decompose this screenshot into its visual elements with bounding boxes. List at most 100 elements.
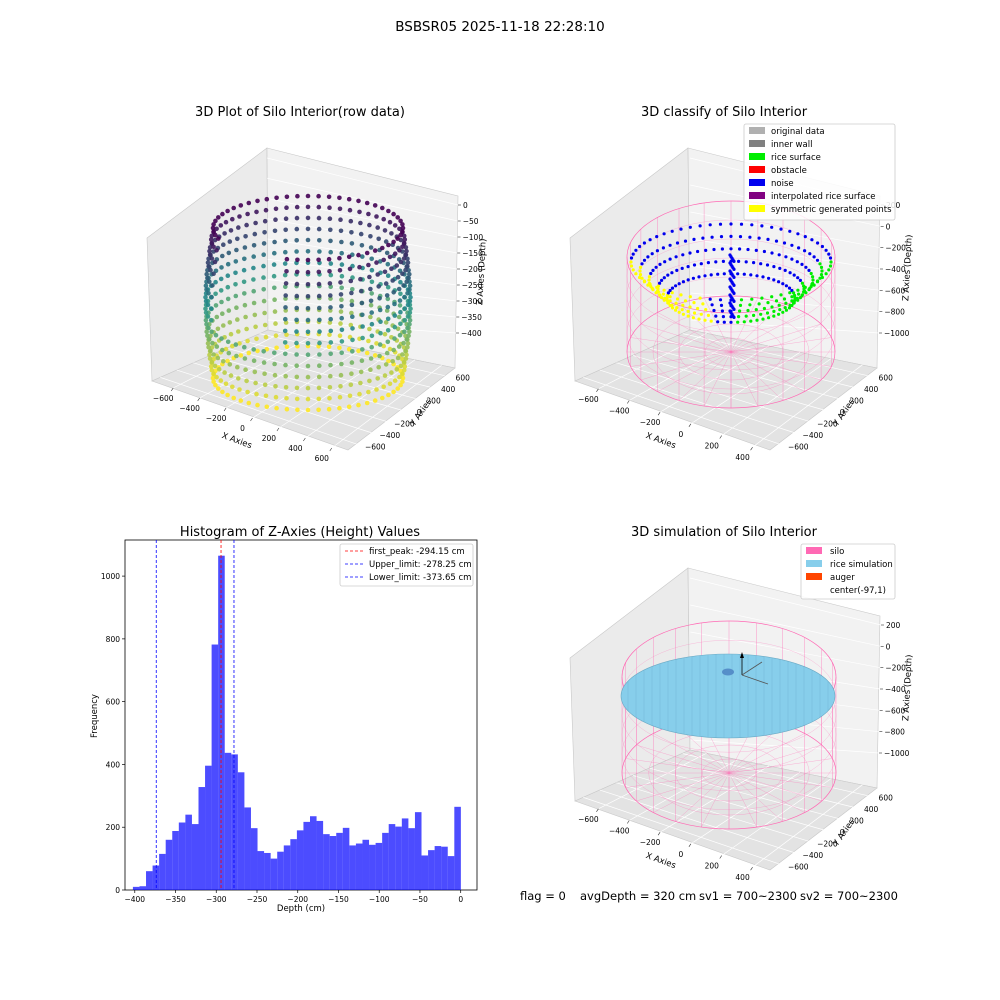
- raw-point: [398, 382, 403, 388]
- classified-point: [803, 249, 807, 253]
- raw-point: [242, 356, 248, 361]
- raw-point: [397, 298, 403, 303]
- raw-point: [392, 301, 397, 307]
- classified-point: [719, 303, 724, 307]
- classified-point: [749, 319, 753, 323]
- raw-point: [205, 341, 211, 346]
- raw-point: [218, 378, 224, 383]
- floor-grid-line: [226, 347, 416, 399]
- raw-point: [338, 372, 344, 378]
- classified-point: [670, 291, 674, 295]
- raw-point: [316, 293, 322, 299]
- classified-point: [631, 268, 635, 272]
- footer-stats: flag = 0 avgDepth = 320 cm sv1 = 700~230…: [520, 889, 898, 903]
- raw-point: [327, 216, 333, 221]
- classified-point: [629, 260, 633, 264]
- raw-point: [233, 270, 238, 276]
- floor-grid-line: [583, 377, 781, 445]
- z-tick-label: −350: [461, 313, 482, 322]
- raw-point: [220, 311, 225, 317]
- raw-point: [316, 396, 322, 402]
- raw-point: [223, 346, 229, 352]
- legend-label: noise: [771, 179, 794, 189]
- raw-point: [367, 222, 372, 228]
- z-tick-label: −200: [885, 664, 906, 673]
- raw-point: [218, 223, 224, 228]
- raw-point: [233, 282, 238, 287]
- legend-label: auger: [830, 573, 855, 583]
- raw-point: [403, 245, 409, 250]
- y-tick-label: 0: [417, 408, 422, 417]
- histogram-x-tick-label: −400: [124, 895, 145, 904]
- raw-point: [328, 249, 334, 255]
- raw-point: [206, 264, 211, 269]
- raw-point: [294, 385, 300, 391]
- raw-point: [272, 350, 277, 356]
- raw-point: [386, 208, 391, 214]
- raw-point: [305, 294, 311, 299]
- raw-point: [305, 226, 311, 232]
- classified-point: [651, 268, 655, 272]
- raw-point: [233, 342, 239, 347]
- histogram-bar: [414, 812, 422, 890]
- classified-point: [677, 282, 681, 286]
- classified-point: [675, 241, 680, 245]
- raw-point: [305, 317, 311, 323]
- classified-point: [701, 302, 705, 306]
- histogram-bar: [355, 843, 363, 890]
- raw-point: [294, 226, 300, 232]
- raw-point: [408, 294, 413, 300]
- raw-point: [368, 234, 373, 239]
- classified-point: [752, 261, 756, 265]
- classified-point: [675, 268, 679, 272]
- raw-point: [339, 250, 345, 256]
- x-tick-label: −600: [578, 815, 599, 824]
- classified-point: [778, 266, 782, 270]
- floor-grid-line: [599, 369, 795, 434]
- classified-point: [638, 269, 642, 273]
- raw-point: [272, 285, 277, 291]
- raw-point: [369, 291, 375, 296]
- raw-point: [384, 293, 390, 298]
- raw-point: [205, 302, 211, 308]
- raw-point: [261, 360, 267, 365]
- classified-point: [670, 271, 674, 275]
- raw-point: [401, 240, 407, 246]
- classified-point: [697, 317, 701, 321]
- raw-point: [244, 222, 249, 228]
- floor-grid-line: [209, 355, 402, 411]
- raw-point: [347, 207, 353, 213]
- raw-point: [396, 314, 402, 320]
- classified-point: [638, 244, 642, 249]
- raw-point: [264, 404, 270, 410]
- raw-point: [254, 391, 259, 397]
- raw-point: [316, 193, 321, 199]
- raw-point: [348, 278, 354, 284]
- classified-point: [662, 232, 666, 236]
- raw-point: [273, 206, 279, 212]
- raw-point: [238, 203, 244, 208]
- classified-point: [738, 235, 743, 239]
- raw-point: [366, 389, 371, 395]
- classified-point: [638, 273, 643, 277]
- classified-point: [772, 314, 776, 318]
- raw-point: [380, 245, 385, 251]
- classified-point: [660, 296, 664, 300]
- panel4-auger: [722, 652, 769, 685]
- histogram-bar: [172, 830, 179, 890]
- panel1-ylabel: Y Axies: [408, 397, 435, 429]
- x-tick-mark: [329, 447, 333, 452]
- classified-point: [691, 316, 696, 320]
- raw-point: [316, 385, 322, 391]
- raw-point: [372, 398, 378, 403]
- raw-point: [294, 269, 300, 275]
- raw-point: [225, 273, 231, 279]
- z-tick-label: −150: [462, 249, 483, 258]
- raw-point: [358, 380, 363, 386]
- z-tick-label: −800: [884, 728, 905, 737]
- raw-point: [385, 261, 391, 267]
- raw-point: [244, 326, 249, 332]
- classified-point: [787, 306, 792, 310]
